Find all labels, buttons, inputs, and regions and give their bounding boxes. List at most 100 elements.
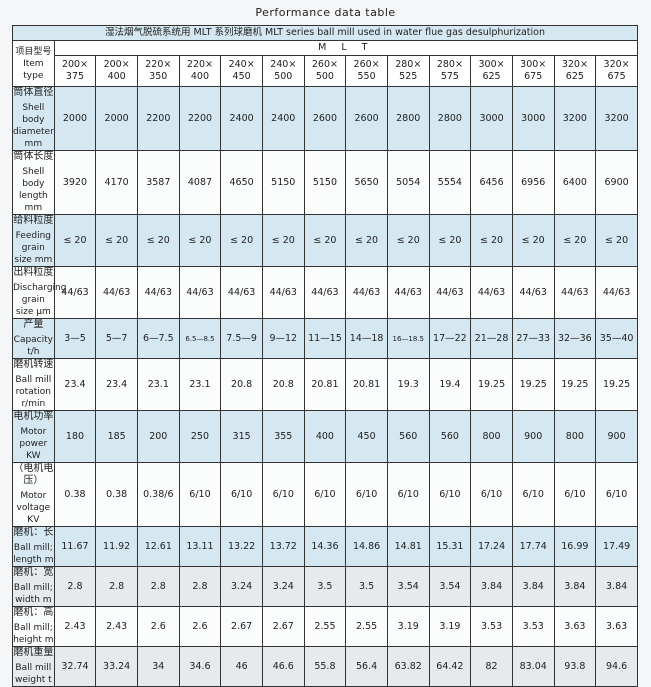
table-cell: 44/63 bbox=[386, 266, 430, 319]
model-header: 260× 500 bbox=[303, 55, 347, 87]
table-cell: 94.6 bbox=[595, 646, 638, 687]
table-cell: 19.25 bbox=[553, 358, 597, 411]
model-diameter: 320× bbox=[561, 59, 588, 70]
table-cell: 11.67 bbox=[53, 526, 97, 567]
table-cell: 44/63 bbox=[470, 266, 513, 319]
row-label-en: Shell body length mm bbox=[18, 167, 48, 213]
model-diameter: 320× bbox=[603, 59, 630, 70]
table-cell: 55.8 bbox=[303, 646, 347, 687]
table-cell: 16.99 bbox=[553, 526, 597, 567]
table-cell: 11.92 bbox=[95, 526, 138, 567]
model-header: 220× 350 bbox=[136, 55, 180, 87]
table-cell: ≤ 20 bbox=[303, 214, 347, 267]
table-cell: 6400 bbox=[553, 150, 597, 215]
model-diameter: 260× bbox=[311, 59, 338, 70]
table-cell: 19.4 bbox=[428, 358, 472, 411]
table-cell: 3.19 bbox=[386, 606, 430, 647]
table-cell: ≤ 20 bbox=[470, 214, 513, 267]
model-length: 500 bbox=[274, 71, 293, 82]
table-cell: 44/63 bbox=[136, 266, 180, 319]
table-row: 筒体长度 Shell body length mm 3920 4170 3587 4087… bbox=[12, 150, 638, 215]
table-cell: 355 bbox=[261, 410, 305, 463]
row-label: 给料粒度 Feeding grain size mm bbox=[12, 214, 55, 267]
table-cell: ≤ 20 bbox=[553, 214, 597, 267]
table-cell: 44/63 bbox=[511, 266, 555, 319]
table-cell: 3000 bbox=[470, 86, 513, 151]
row-label: （电机电压） Motor voltage KV bbox=[12, 462, 55, 527]
table-cell: 2.43 bbox=[53, 606, 97, 647]
table-cell: 6.5—8.5 bbox=[178, 318, 222, 359]
table-cell: 6/10 bbox=[220, 462, 263, 527]
table-cell: ≤ 20 bbox=[261, 214, 305, 267]
model-diameter: 240× bbox=[270, 59, 297, 70]
model-length: 375 bbox=[65, 71, 85, 82]
table-cell: ≤ 20 bbox=[178, 214, 222, 267]
row-label: 出料粒度 Discharging grain size μm bbox=[12, 266, 66, 319]
table-cell: 23.1 bbox=[178, 358, 222, 411]
table-cell: 63.82 bbox=[386, 646, 430, 687]
table-cell: 5150 bbox=[303, 150, 347, 215]
table-cell: 0.38/6 bbox=[136, 462, 180, 527]
table-cell: 6900 bbox=[595, 150, 638, 215]
table-cell: 23.4 bbox=[95, 358, 138, 411]
table-cell: 2.43 bbox=[95, 606, 138, 647]
model-diameter: 280× bbox=[395, 59, 422, 70]
model-header: 300× 675 bbox=[511, 55, 555, 87]
table-cell: 5054 bbox=[386, 150, 430, 215]
table-cell: 2.55 bbox=[345, 606, 388, 647]
table-cell: 6/10 bbox=[261, 462, 305, 527]
table-cell: 17—22 bbox=[428, 318, 472, 359]
table-cell: 3.84 bbox=[511, 566, 555, 607]
table-cell: 3587 bbox=[136, 150, 180, 215]
row-label-en: Capacity t/h bbox=[13, 335, 53, 357]
table-cell: 27—33 bbox=[511, 318, 555, 359]
row-label-en: Ball mill; height m bbox=[13, 623, 54, 645]
page-title: Performance data table bbox=[255, 6, 396, 19]
table-row: 筒体直径 Shell body diameter mm 2000 2000 2200 22… bbox=[12, 86, 638, 151]
model-diameter: 200× bbox=[103, 59, 130, 70]
table-cell: ≤ 20 bbox=[428, 214, 472, 267]
table-cell: 2.8 bbox=[95, 566, 138, 607]
table-cell: 44/63 bbox=[220, 266, 263, 319]
table-cell: 3.63 bbox=[553, 606, 597, 647]
table-row: 磨机：宽 Ball mill; width m 2.8 2.8 2.8 2.8 3.24 3.… bbox=[12, 566, 638, 607]
table-cell: 185 bbox=[95, 410, 138, 463]
model-header: 200× 400 bbox=[95, 55, 138, 87]
item-type-header: 项目型号 Item type bbox=[12, 40, 55, 87]
table-cell: 11—15 bbox=[303, 318, 347, 359]
table-cell: 2200 bbox=[178, 86, 222, 151]
table-cell: 44/63 bbox=[95, 266, 138, 319]
table-cell: 3000 bbox=[511, 86, 555, 151]
table-cell: 6/10 bbox=[178, 462, 222, 527]
table-cell: 3—5 bbox=[53, 318, 97, 359]
table-cell: 315 bbox=[220, 410, 263, 463]
table-cell: 34 bbox=[136, 646, 180, 687]
table-cell: 2.6 bbox=[136, 606, 180, 647]
table-cell: 20.8 bbox=[220, 358, 263, 411]
table-cell: 5—7 bbox=[95, 318, 138, 359]
model-header: 240× 450 bbox=[220, 55, 263, 87]
table-cell: 82 bbox=[470, 646, 513, 687]
table-cell: 560 bbox=[386, 410, 430, 463]
table-cell: 6/10 bbox=[303, 462, 347, 527]
table-cell: 6/10 bbox=[553, 462, 597, 527]
table-row: 磨机重量 Ball mill weight t 32.74 33.24 34 34.6 46… bbox=[12, 646, 638, 687]
table-cell: 19.25 bbox=[511, 358, 555, 411]
model-length: 350 bbox=[149, 71, 168, 82]
table-cell: 44/63 bbox=[553, 266, 597, 319]
table-cell: 900 bbox=[595, 410, 638, 463]
table-cell: ≤ 20 bbox=[386, 214, 430, 267]
series-header: M L T bbox=[53, 40, 639, 56]
model-header: 300× 625 bbox=[470, 55, 513, 87]
table-row: 磨机：高 Ball mill; height m 2.43 2.43 2.6 2.6 2.6… bbox=[12, 606, 638, 647]
row-label-cn: 电机功率 bbox=[13, 411, 54, 422]
table-cell: 83.04 bbox=[511, 646, 555, 687]
row-label-en: Ball mill; width m bbox=[13, 583, 53, 605]
table-cell: 56.4 bbox=[345, 646, 388, 687]
table-cell: 2000 bbox=[95, 86, 138, 151]
table-cell: 4650 bbox=[220, 150, 263, 215]
table-cell: 6/10 bbox=[511, 462, 555, 527]
table-cell: 3.24 bbox=[261, 566, 305, 607]
row-label-cn: 产量 bbox=[23, 319, 44, 330]
table-cell: 2800 bbox=[386, 86, 430, 151]
